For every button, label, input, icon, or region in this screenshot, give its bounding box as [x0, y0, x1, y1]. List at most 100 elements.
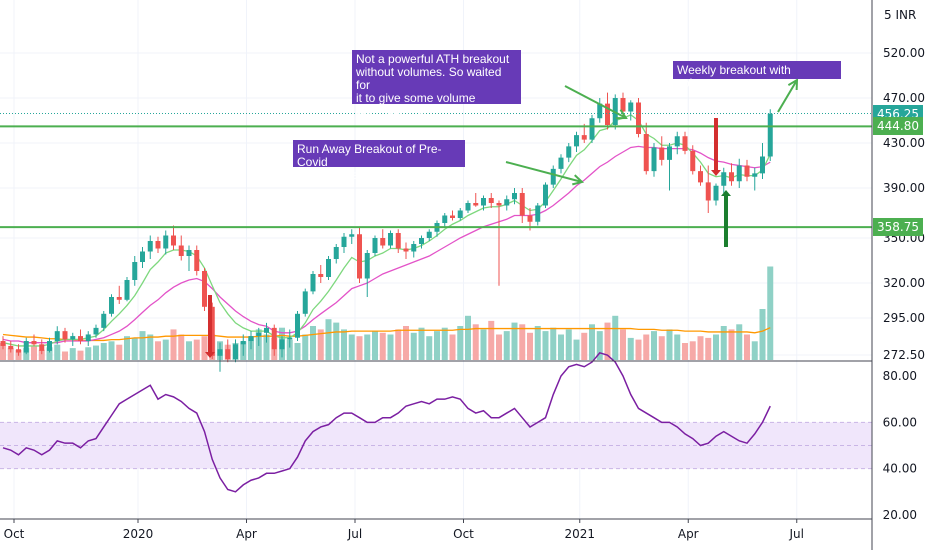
candle [240, 334, 246, 356]
volume-bar [449, 334, 456, 360]
volume-bar [46, 347, 53, 360]
annotation-ath-breakout[interactable]: Not a powerful ATH breakout without volu… [352, 50, 521, 118]
currency-label[interactable]: 5 INR [884, 8, 916, 22]
volume-bar [674, 334, 681, 360]
candle [364, 250, 370, 297]
candle-body [240, 341, 246, 345]
candle [101, 311, 107, 332]
candle [744, 159, 750, 182]
candle-body [729, 172, 734, 182]
candle-body [31, 341, 37, 345]
candle-body [116, 297, 122, 300]
volume-bar [387, 334, 394, 360]
volume-bar [418, 327, 425, 360]
candle [124, 277, 130, 302]
candle [395, 229, 401, 253]
candle [636, 98, 641, 138]
candle-body [659, 147, 665, 160]
volume-bar [31, 346, 37, 360]
annotation-runaway-breakout[interactable]: Run Away Breakout of Pre-Covid Jan 20 we… [293, 140, 465, 182]
price-tick-label: 272.50 [883, 348, 925, 362]
volume-bar [341, 329, 347, 360]
candle-body [287, 337, 293, 340]
candle [333, 244, 339, 264]
rsi-axis[interactable]: 80.00 60.00 40.00 20.00 [883, 369, 917, 522]
ema-slow-line [2, 145, 771, 344]
candle [566, 143, 572, 163]
volume-bar [728, 329, 735, 360]
candle-body [78, 336, 83, 342]
time-tick-label: Apr [678, 527, 699, 541]
candle [78, 329, 83, 345]
volume-bar [426, 336, 433, 360]
candle [155, 236, 161, 253]
candle-body [690, 150, 696, 172]
candle [380, 229, 386, 249]
candle-body [171, 235, 176, 246]
candle-body [217, 349, 223, 356]
candle [488, 193, 494, 208]
volume-bar [534, 326, 541, 360]
price-tick-label: 430.00 [883, 136, 925, 150]
price-tick-label: 470.00 [883, 91, 925, 105]
candle-body [597, 103, 603, 119]
candle-body [767, 113, 773, 157]
rsi-line [2, 351, 771, 493]
candle-body [0, 341, 6, 346]
arrow-shaft [724, 196, 728, 247]
candle [465, 200, 471, 213]
time-tick-label: Jul [347, 527, 362, 541]
volume-bar [744, 334, 750, 360]
candle-body [527, 215, 533, 222]
candle [411, 241, 417, 258]
rsi-tick-label: 20.00 [883, 508, 917, 522]
volume-bar [302, 334, 309, 360]
volume-bar [286, 339, 293, 360]
time-axis[interactable]: Oct 2020 Apr Jul Oct 2021 Apr Jul [4, 519, 804, 541]
annotation-weekly-breakout[interactable]: Weekly breakout with volumes. [673, 61, 841, 90]
candle [62, 327, 68, 343]
candle [558, 154, 564, 174]
candle-body [581, 135, 587, 140]
price-axis[interactable]: 520.00470.00430.00390.00350.00320.00295.… [883, 46, 925, 362]
candle-body [651, 147, 657, 172]
volume-ma-line [2, 327, 771, 342]
volume-bar [108, 341, 115, 360]
volume-bar [527, 332, 533, 360]
candle [682, 131, 688, 155]
candle-body [225, 349, 231, 359]
volume-bar [403, 326, 409, 360]
volume-bar [480, 329, 487, 360]
candle [767, 109, 773, 161]
volume-bar [116, 344, 123, 360]
volume-bar [54, 344, 61, 360]
price-tick-label: 520.00 [883, 46, 925, 60]
candle [0, 336, 6, 350]
candle-body [426, 231, 432, 238]
volume-bar [720, 326, 727, 360]
candle-body [202, 271, 207, 307]
candle-body [271, 327, 277, 350]
candle [651, 143, 657, 177]
volume-bar [395, 329, 402, 360]
candle-body [372, 238, 378, 253]
volume-bar [682, 343, 688, 360]
candle [16, 344, 21, 356]
volume-bar [713, 334, 719, 360]
candle-body [403, 248, 409, 252]
candle [535, 203, 541, 226]
rsi-tick-label: 80.00 [883, 369, 917, 383]
candle-body [101, 313, 107, 328]
volume-bar [542, 331, 549, 360]
volume-bar [612, 315, 619, 360]
volume-bar [100, 343, 107, 360]
volume-bar [596, 331, 603, 360]
volume-bar [751, 341, 758, 360]
candle-body [349, 234, 355, 237]
candle-body [558, 157, 564, 169]
volume-bar [69, 348, 76, 360]
volume-bar [441, 327, 448, 360]
candle-body [636, 102, 641, 134]
candle [233, 339, 238, 363]
